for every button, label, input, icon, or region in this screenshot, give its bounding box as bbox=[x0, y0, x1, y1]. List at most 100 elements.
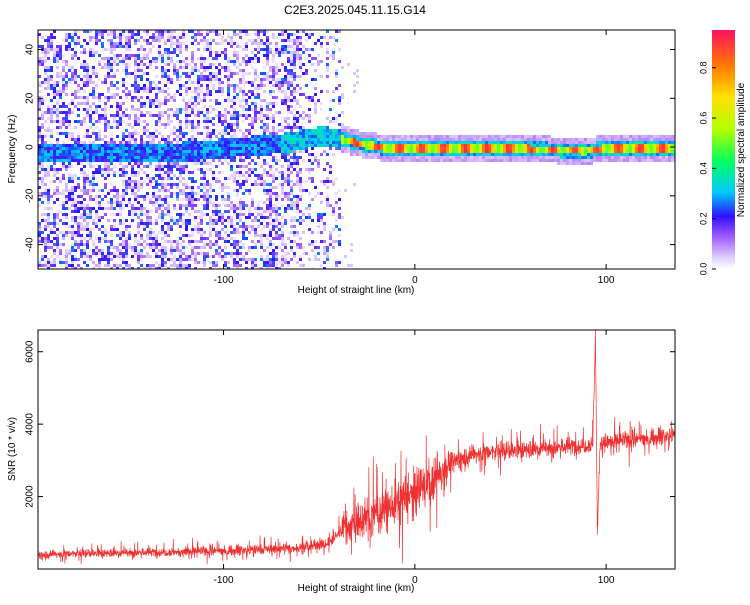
heatmap-cell bbox=[98, 240, 101, 243]
heatmap-cell bbox=[566, 153, 569, 156]
heatmap-cell bbox=[245, 117, 248, 120]
heatmap-cell bbox=[257, 147, 260, 150]
heatmap-cell bbox=[296, 198, 299, 201]
heatmap-cell bbox=[185, 141, 188, 144]
heatmap-cell bbox=[191, 252, 194, 255]
heatmap-cell bbox=[185, 228, 188, 231]
heatmap-cell bbox=[434, 153, 437, 156]
heatmap-cell bbox=[83, 48, 86, 51]
heatmap-cell bbox=[104, 66, 107, 69]
heatmap-cell bbox=[206, 237, 209, 240]
heatmap-cell bbox=[209, 240, 212, 243]
heatmap-cell bbox=[194, 258, 197, 261]
heatmap-cell bbox=[56, 222, 59, 225]
heatmap-cell bbox=[203, 138, 206, 141]
heatmap-cell bbox=[251, 120, 254, 123]
heatmap-cell bbox=[485, 135, 488, 138]
heatmap-cell bbox=[50, 165, 53, 168]
heatmap-cell bbox=[437, 150, 440, 153]
heatmap-cell bbox=[47, 69, 50, 72]
heatmap-cell bbox=[398, 150, 401, 153]
heatmap-cell bbox=[491, 150, 494, 153]
heatmap-cell bbox=[281, 189, 284, 192]
heatmap-cell bbox=[158, 231, 161, 234]
heatmap-cell bbox=[173, 183, 176, 186]
heatmap-cell bbox=[68, 207, 71, 210]
heatmap-cell bbox=[446, 153, 449, 156]
heatmap-cell bbox=[149, 264, 152, 267]
heatmap-cell bbox=[188, 30, 191, 33]
heatmap-cell bbox=[308, 117, 311, 120]
heatmap-cell bbox=[71, 267, 74, 269]
heatmap-cell bbox=[293, 42, 296, 45]
heatmap-cell bbox=[158, 216, 161, 219]
heatmap-cell bbox=[335, 87, 338, 90]
heatmap-cell bbox=[542, 153, 545, 156]
heatmap-cell bbox=[140, 177, 143, 180]
heatmap-cell bbox=[125, 63, 128, 66]
heatmap-cell bbox=[326, 153, 329, 156]
heatmap-cell bbox=[254, 30, 257, 33]
heatmap-cell bbox=[146, 225, 149, 228]
heatmap-cell bbox=[188, 243, 191, 246]
heatmap-cell bbox=[170, 33, 173, 36]
heatmap-cell bbox=[314, 69, 317, 72]
heatmap-cell bbox=[260, 183, 263, 186]
heatmap-cell bbox=[176, 108, 179, 111]
heatmap-cell bbox=[221, 93, 224, 96]
heatmap-cell bbox=[203, 117, 206, 120]
heatmap-cell bbox=[425, 150, 428, 153]
heatmap-cell bbox=[62, 120, 65, 123]
heatmap-cell bbox=[152, 81, 155, 84]
heatmap-cell bbox=[182, 234, 185, 237]
heatmap-cell bbox=[368, 156, 371, 159]
heatmap-cell bbox=[299, 48, 302, 51]
heatmap-cell bbox=[239, 81, 242, 84]
heatmap-cell bbox=[302, 93, 305, 96]
heatmap-cell bbox=[146, 96, 149, 99]
heatmap-cell bbox=[149, 246, 152, 249]
heatmap-cell bbox=[158, 87, 161, 90]
heatmap-cell bbox=[272, 237, 275, 240]
heatmap-cell bbox=[299, 171, 302, 174]
heatmap-cell bbox=[224, 54, 227, 57]
heatmap-cell bbox=[179, 225, 182, 228]
heatmap-cell bbox=[134, 114, 137, 117]
heatmap-cell bbox=[233, 177, 236, 180]
heatmap-cell bbox=[380, 147, 383, 150]
heatmap-cell bbox=[581, 147, 584, 150]
heatmap-cell bbox=[269, 186, 272, 189]
heatmap-cell bbox=[176, 243, 179, 246]
heatmap-cell bbox=[230, 99, 233, 102]
heatmap-cell bbox=[206, 162, 209, 165]
heatmap-cell bbox=[293, 240, 296, 243]
heatmap-cell bbox=[68, 45, 71, 48]
heatmap-cell bbox=[164, 207, 167, 210]
heatmap-cell bbox=[215, 72, 218, 75]
heatmap-cell bbox=[89, 36, 92, 39]
heatmap-cell bbox=[509, 138, 512, 141]
heatmap-cell bbox=[83, 228, 86, 231]
heatmap-cell bbox=[209, 261, 212, 264]
heatmap-cell bbox=[446, 156, 449, 159]
heatmap-cell bbox=[47, 198, 50, 201]
heatmap-cell bbox=[170, 195, 173, 198]
heatmap-cell bbox=[95, 159, 98, 162]
heatmap-cell bbox=[113, 255, 116, 258]
heatmap-cell bbox=[176, 114, 179, 117]
heatmap-cell bbox=[263, 132, 266, 135]
heatmap-cell bbox=[296, 135, 299, 138]
heatmap-cell bbox=[233, 243, 236, 246]
heatmap-cell bbox=[74, 81, 77, 84]
heatmap-cell bbox=[80, 195, 83, 198]
heatmap-cell bbox=[260, 177, 263, 180]
heatmap-cell bbox=[107, 126, 110, 129]
heatmap-cell bbox=[302, 45, 305, 48]
heatmap-cell bbox=[107, 87, 110, 90]
heatmap-cell bbox=[557, 153, 560, 156]
heatmap-cell bbox=[491, 147, 494, 150]
heatmap-cell bbox=[230, 45, 233, 48]
heatmap-cell bbox=[257, 36, 260, 39]
heatmap-cell bbox=[155, 120, 158, 123]
heatmap-cell bbox=[302, 150, 305, 153]
